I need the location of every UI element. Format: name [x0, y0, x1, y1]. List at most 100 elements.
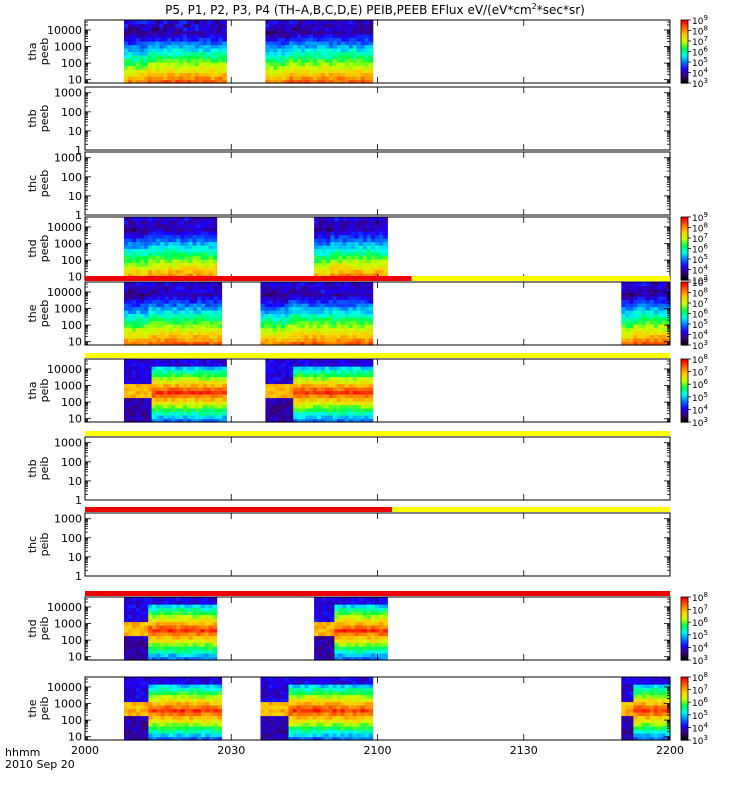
colorbar-segment — [681, 37, 688, 40]
panel-frame — [84, 151, 671, 216]
colorbar-segment — [681, 229, 688, 232]
y-axis: 10 100 1000 10000 — [47, 21, 670, 87]
colorbar-segment — [681, 359, 688, 362]
colorbar-segment — [681, 231, 688, 234]
colorbar-segment — [681, 57, 688, 60]
colorbar-segment — [681, 282, 688, 285]
colorbar-tick-label: 106 — [692, 696, 708, 709]
colorbar-segment — [681, 253, 688, 256]
colorbar-tick-label: 105 — [692, 56, 708, 69]
y-tick-label: 1 — [75, 570, 82, 583]
colorbar-segment — [681, 234, 688, 237]
colorbar-tick-label: 103 — [692, 77, 708, 90]
colorbar-segment — [681, 267, 688, 270]
colorbar-segment — [681, 680, 688, 683]
y-tick-label: 10 — [68, 551, 82, 564]
colorbar-segment — [681, 329, 688, 332]
colorbar-segment — [681, 382, 688, 385]
colorbar-segment — [681, 708, 688, 711]
x-tick-label: 2100 — [364, 744, 392, 757]
colorbar-segment — [681, 321, 688, 324]
colorbar-segment — [681, 307, 688, 310]
colorbar-segment — [681, 78, 688, 81]
colorbar-segment — [681, 308, 688, 311]
y-tick-label: 1000 — [54, 618, 82, 631]
y-tick-label: 10 — [68, 413, 82, 426]
time-axis: 2000 2030 2100 2130 2200 — [71, 744, 684, 757]
colorbar-segment — [681, 603, 688, 606]
colorbar-tick-label: 109 — [692, 211, 708, 224]
colorbar-segment — [681, 232, 688, 235]
colorbar-segment — [681, 240, 688, 243]
panel-instrument-label: peib — [38, 697, 51, 721]
colorbar-tick-label: 106 — [692, 243, 708, 256]
colorbar-tick-label: 107 — [692, 366, 708, 379]
y-tick-label: 1000 — [54, 437, 82, 450]
panel-probe-label: thd — [26, 619, 39, 637]
colorbar-segment — [681, 262, 688, 265]
colorbar-segment — [681, 286, 688, 289]
colorbar-segment — [681, 724, 688, 727]
y-tick-label: 10000 — [47, 601, 82, 614]
colorbar-segment — [681, 257, 688, 261]
colorbar-segment — [681, 51, 688, 54]
colorbar-segment — [681, 622, 688, 625]
colorbar-segment — [681, 398, 688, 401]
colorbar-segment — [681, 31, 688, 34]
y-tick-label: 1000 — [54, 238, 82, 251]
colorbar-tick-label: 105 — [692, 709, 708, 722]
colorbar-segment — [681, 732, 688, 735]
colorbar-segment — [681, 27, 688, 31]
colorbar-segment — [681, 620, 688, 623]
spectrogram-block — [265, 359, 374, 423]
y-axis: 1 10 100 1000 — [54, 152, 670, 222]
colorbar-segment — [681, 275, 688, 278]
colorbar-segment — [681, 259, 688, 262]
spectrogram-block — [314, 217, 388, 281]
y-axis: 10 100 1000 10000 — [47, 283, 670, 349]
y-tick-label: 10 — [68, 731, 82, 744]
panel-thc-peeb: 1 10 100 1000 thc peeb — [26, 151, 671, 222]
colorbar-segment — [681, 273, 688, 276]
colorbar-segment — [681, 735, 688, 738]
colorbar-segment — [681, 689, 688, 692]
y-tick-label: 1 — [75, 209, 82, 222]
panel-instrument-label: peeb — [38, 235, 51, 263]
colorbar-tick-label: 105 — [692, 318, 708, 331]
y-tick-label: 10000 — [47, 363, 82, 376]
colorbar-tick-label: 103 — [692, 339, 708, 352]
colorbar-segment — [681, 645, 688, 648]
colorbar-tick-label: 107 — [692, 297, 708, 310]
colorbar-segment — [681, 242, 688, 245]
flag-bar-yellow — [411, 276, 670, 281]
colorbar-segment — [681, 285, 688, 288]
colorbar-segment — [681, 412, 688, 415]
flag-bar-red — [85, 591, 670, 596]
colorbar-segment — [681, 384, 688, 387]
colorbar-segment — [681, 656, 688, 660]
colorbar-segment — [681, 289, 688, 293]
colorbar-segment — [681, 612, 688, 615]
colorbar-segment — [681, 26, 688, 29]
x-tick-label: 2030 — [217, 744, 245, 757]
colorbar-segment — [681, 399, 688, 403]
y-tick-label: 100 — [61, 634, 82, 647]
colorbar-segment — [681, 237, 688, 240]
colorbar-tick-label: 105 — [692, 253, 708, 266]
colorbar-segment — [681, 296, 688, 299]
colorbar-segment — [681, 390, 688, 393]
colorbar-segment — [681, 677, 688, 680]
colorbar-segment — [681, 702, 688, 705]
colorbar-segment — [681, 223, 688, 226]
colorbar-segment — [681, 393, 688, 396]
colorbar-segment — [681, 315, 688, 318]
colorbar-segment — [681, 678, 688, 681]
colorbar-segment — [681, 34, 688, 37]
colorbar-segment — [681, 597, 688, 600]
colorbar-segment — [681, 20, 688, 23]
colorbar-tick-label: 106 — [692, 616, 708, 629]
colorbar-segment — [681, 326, 688, 329]
colorbar-tick-label: 105 — [692, 629, 708, 642]
